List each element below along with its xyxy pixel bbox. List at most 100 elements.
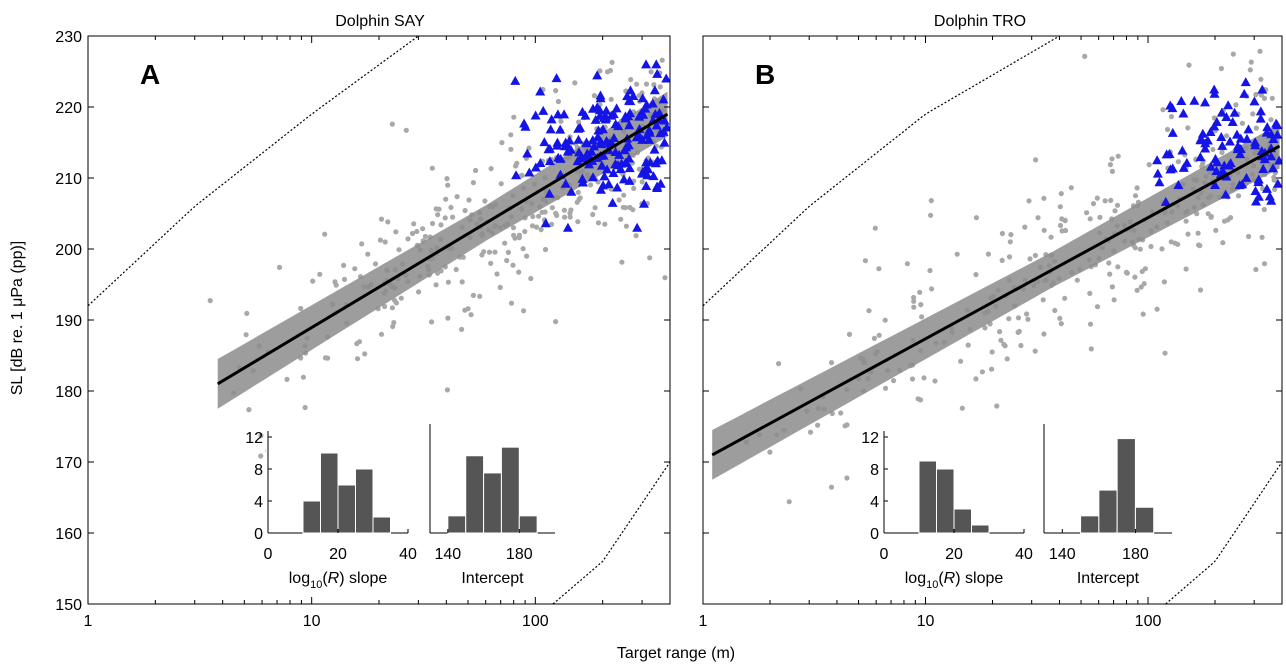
data-point bbox=[662, 275, 668, 281]
triangle-point bbox=[544, 143, 555, 153]
data-point bbox=[516, 269, 522, 275]
y-tick-label: 180 bbox=[55, 384, 82, 401]
triangle-point bbox=[649, 144, 660, 154]
data-point bbox=[1140, 311, 1146, 317]
triangle-point bbox=[648, 171, 659, 181]
histogram-bar bbox=[372, 516, 391, 534]
reference-curve-0 bbox=[703, 36, 1060, 307]
data-point bbox=[776, 361, 782, 367]
triangle-point bbox=[539, 137, 550, 147]
triangle-point bbox=[647, 98, 658, 108]
triangle-point bbox=[1227, 116, 1238, 126]
data-point bbox=[909, 376, 916, 382]
triangle-point bbox=[624, 163, 635, 173]
triangle-point bbox=[1243, 124, 1254, 134]
triangle-point bbox=[551, 73, 562, 83]
triangle-point bbox=[641, 99, 652, 109]
data-point bbox=[436, 206, 442, 212]
triangle-point bbox=[1154, 177, 1165, 187]
triangle-point bbox=[641, 181, 652, 191]
data-point bbox=[499, 140, 505, 146]
reference-curve-0 bbox=[88, 36, 419, 307]
data-point bbox=[1032, 252, 1038, 259]
data-point bbox=[1230, 51, 1236, 57]
triangle-point bbox=[544, 188, 555, 198]
data-point bbox=[1052, 307, 1058, 314]
data-point bbox=[1186, 62, 1192, 68]
data-point bbox=[1233, 102, 1239, 108]
triangle-point bbox=[1250, 137, 1261, 147]
histogram-bar bbox=[518, 515, 538, 534]
triangle-point bbox=[1223, 160, 1234, 170]
data-point bbox=[1090, 201, 1097, 207]
data-point bbox=[561, 207, 568, 213]
data-point bbox=[1258, 76, 1264, 82]
triangle-point bbox=[1262, 122, 1273, 132]
plot-area bbox=[88, 36, 670, 604]
data-point bbox=[508, 146, 514, 152]
data-point bbox=[1247, 67, 1253, 73]
data-point bbox=[1004, 356, 1010, 362]
data-point bbox=[284, 376, 290, 382]
data-point bbox=[1088, 346, 1094, 352]
data-point bbox=[524, 253, 530, 259]
y-tick-label: 190 bbox=[55, 313, 82, 330]
data-point bbox=[553, 88, 559, 94]
data-point bbox=[470, 180, 476, 186]
data-point bbox=[973, 376, 979, 382]
shared-x-axis-label: Target range (m) bbox=[617, 645, 735, 662]
triangle-point bbox=[595, 136, 606, 146]
inset-x-tick-label: 40 bbox=[1015, 546, 1033, 563]
data-point bbox=[954, 251, 960, 257]
triangle-point bbox=[1220, 189, 1231, 199]
data-point bbox=[919, 314, 925, 320]
histogram-bar bbox=[447, 515, 467, 534]
triangle-point bbox=[1261, 183, 1272, 193]
triangle-point bbox=[584, 159, 595, 169]
triangle-point bbox=[535, 158, 546, 168]
panel-a: Dolphin SAY A 15016017018019020021022023… bbox=[55, 13, 671, 630]
data-point bbox=[1228, 215, 1234, 221]
data-point bbox=[1220, 240, 1226, 246]
data-point bbox=[651, 82, 657, 88]
triangle-point bbox=[573, 123, 584, 133]
data-point bbox=[1024, 311, 1030, 317]
data-point bbox=[429, 165, 435, 171]
triangle-point bbox=[587, 103, 598, 113]
triangle-point bbox=[637, 168, 648, 178]
triangle-point bbox=[1232, 144, 1243, 154]
data-point bbox=[568, 207, 574, 213]
data-point bbox=[767, 449, 773, 455]
triangle-point bbox=[1176, 96, 1187, 106]
data-point bbox=[529, 223, 536, 229]
data-point bbox=[1268, 117, 1274, 123]
triangle-point bbox=[544, 156, 555, 166]
triangle-point bbox=[1231, 129, 1242, 139]
data-point bbox=[1261, 261, 1268, 267]
triangle-point bbox=[651, 59, 662, 69]
triangle-point bbox=[596, 160, 607, 170]
triangle-point bbox=[607, 197, 618, 207]
data-point bbox=[520, 246, 526, 252]
data-point bbox=[1027, 256, 1033, 262]
triangle-point bbox=[1268, 133, 1279, 143]
data-point bbox=[508, 300, 515, 306]
data-point bbox=[1134, 287, 1140, 293]
triangle-point bbox=[560, 178, 571, 188]
data-point bbox=[1215, 8, 1220, 13]
data-point bbox=[958, 358, 964, 364]
histogram-bar bbox=[465, 455, 485, 534]
data-point bbox=[628, 77, 634, 83]
triangle-point bbox=[658, 126, 669, 136]
data-point bbox=[534, 224, 540, 230]
triangle-point bbox=[1211, 117, 1222, 127]
data-point bbox=[1087, 290, 1093, 296]
data-point bbox=[1132, 193, 1139, 199]
data-point bbox=[595, 220, 602, 226]
data-point bbox=[1137, 246, 1143, 252]
data-point bbox=[444, 387, 450, 393]
triangle-point bbox=[1240, 77, 1251, 87]
data-point bbox=[862, 258, 869, 264]
data-point bbox=[243, 332, 249, 338]
triangle-point bbox=[1209, 84, 1220, 94]
